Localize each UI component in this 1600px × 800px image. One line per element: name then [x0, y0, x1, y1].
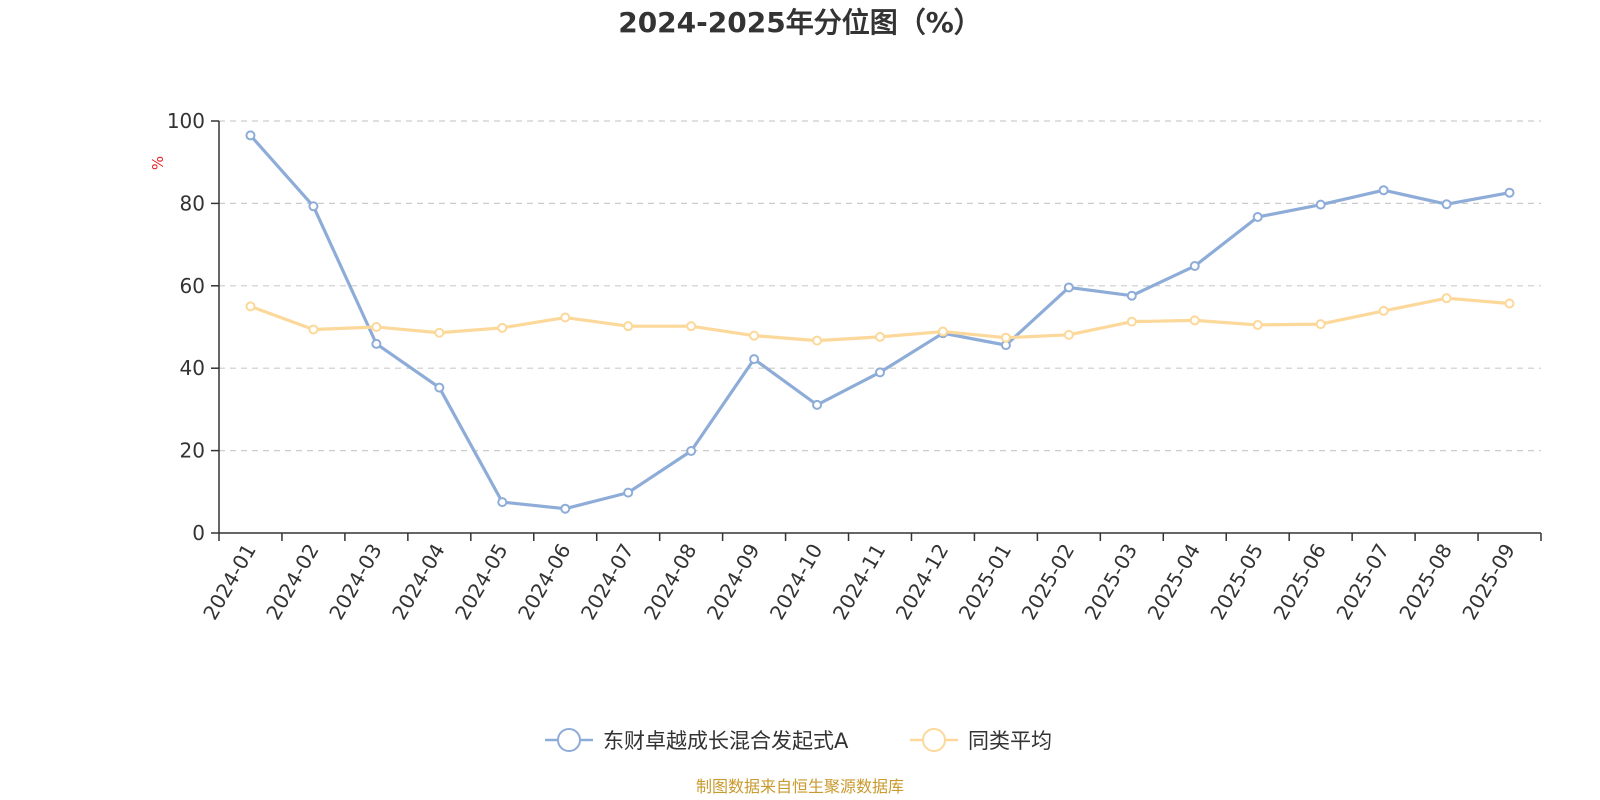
y-tick-label: 0 [192, 521, 205, 545]
legend-item-0[interactable]: 东财卓越成长混合发起式A [545, 728, 849, 753]
data-point[interactable] [812, 335, 823, 346]
data-point[interactable] [434, 382, 445, 393]
grid-lines [219, 120, 1541, 452]
data-point[interactable] [1315, 319, 1326, 330]
data-point[interactable] [623, 487, 634, 498]
data-point[interactable] [1441, 199, 1452, 210]
data-point[interactable] [686, 446, 697, 457]
data-point[interactable] [623, 321, 634, 332]
x-tick-label: 2024-11 [828, 540, 891, 624]
data-point[interactable] [371, 338, 382, 349]
x-tick-label: 2025-07 [1331, 540, 1394, 624]
data-point[interactable] [560, 312, 571, 323]
data-point[interactable] [1063, 282, 1074, 293]
data-point[interactable] [1000, 332, 1011, 343]
x-tick-label: 2024-07 [576, 540, 639, 624]
data-point[interactable] [875, 331, 885, 342]
x-tick-label: 2024-02 [261, 540, 324, 624]
x-tick-label: 2025-04 [1143, 540, 1206, 624]
x-tick-label: 2024-03 [324, 540, 387, 624]
data-point[interactable] [1126, 290, 1137, 301]
x-tick-label: 2025-09 [1457, 540, 1520, 624]
data-point[interactable] [497, 497, 508, 508]
series-lines [245, 130, 1515, 514]
series-1 [245, 293, 1515, 346]
x-tick-label: 2024-08 [639, 540, 702, 624]
y-tick-label: 40 [180, 356, 205, 380]
x-tick-label: 2025-08 [1394, 540, 1457, 624]
data-point[interactable] [749, 354, 760, 365]
legend-item-1[interactable]: 同类平均 [910, 728, 1052, 753]
data-point[interactable] [1441, 293, 1452, 304]
data-point[interactable] [1315, 199, 1326, 210]
x-tick-label: 2025-03 [1080, 540, 1143, 624]
data-point[interactable] [812, 399, 823, 410]
x-tick-label: 2025-02 [1017, 540, 1080, 624]
data-point[interactable] [875, 367, 885, 378]
y-axis-unit-label: % [149, 156, 167, 170]
source-note: 制图数据来自恒生聚源数据库 [696, 777, 904, 796]
data-point[interactable] [1504, 298, 1515, 309]
data-point[interactable] [560, 503, 571, 514]
data-point[interactable] [749, 330, 760, 341]
data-point[interactable] [245, 130, 256, 141]
data-point[interactable] [308, 324, 319, 335]
legend-marker-icon [922, 728, 946, 752]
x-tick-label: 2024-04 [387, 540, 450, 624]
data-point[interactable] [245, 301, 256, 312]
x-tick-label: 2024-12 [891, 540, 954, 624]
x-tick-label: 2025-06 [1268, 540, 1331, 624]
x-tick-label: 2024-05 [450, 540, 513, 624]
data-point[interactable] [1252, 211, 1263, 222]
x-tick-label: 2025-05 [1205, 540, 1268, 624]
x-tick-label: 2024-06 [513, 540, 576, 624]
axes: 0 20 40 60 80 100 2024-01 2024-02 2024-03 2024-04… [167, 109, 1542, 624]
data-point[interactable] [1378, 305, 1389, 316]
data-point[interactable] [1063, 329, 1074, 340]
y-tick-label: 80 [180, 191, 205, 215]
data-point[interactable] [1126, 316, 1137, 327]
legend-marker-icon [557, 728, 581, 752]
legend-label: 东财卓越成长混合发起式A [603, 729, 849, 753]
data-point[interactable] [371, 322, 382, 332]
chart-title: 2024-2025年分位图（%） [618, 6, 982, 39]
data-point[interactable] [1189, 261, 1200, 272]
data-point[interactable] [1504, 187, 1515, 198]
data-point[interactable] [308, 201, 319, 212]
data-point[interactable] [937, 326, 948, 337]
legend-label: 同类平均 [968, 729, 1052, 753]
x-tick-label: 2024-01 [198, 540, 261, 624]
data-point[interactable] [1252, 319, 1263, 330]
y-tick-label: 100 [167, 109, 205, 133]
legend: 东财卓越成长混合发起式A 同类平均 [545, 728, 1052, 753]
x-tick-label: 2025-01 [954, 540, 1017, 624]
data-point[interactable] [686, 321, 697, 332]
data-point[interactable] [497, 322, 508, 333]
y-tick-label: 60 [180, 274, 205, 298]
data-point[interactable] [434, 327, 445, 338]
y-tick-label: 20 [180, 439, 205, 463]
data-point[interactable] [1189, 315, 1200, 326]
data-point[interactable] [1378, 185, 1389, 196]
x-tick-label: 2024-09 [702, 540, 765, 624]
x-tick-label: 2024-10 [765, 540, 828, 624]
